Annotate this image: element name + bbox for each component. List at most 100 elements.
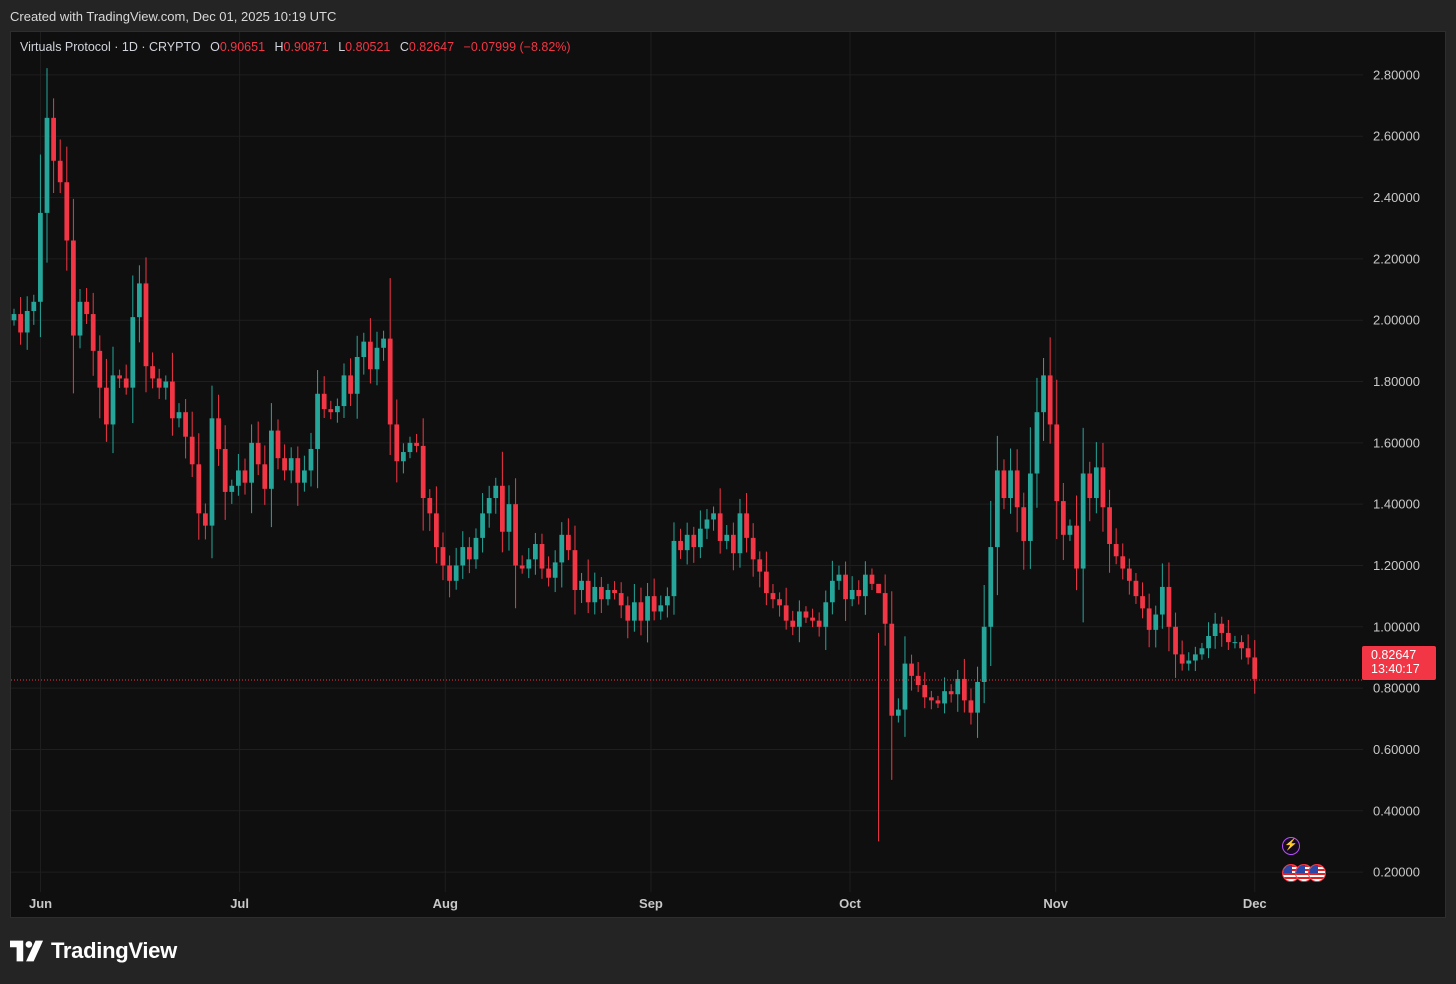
candle-body bbox=[968, 700, 974, 713]
candle-body bbox=[1008, 470, 1013, 499]
candle-body bbox=[255, 442, 261, 465]
symbol-legend: Virtuals Protocol · 1D · CRYPTO O0.90651… bbox=[20, 40, 571, 54]
candle-body bbox=[631, 602, 637, 621]
y-tick-label: 1.00000 bbox=[1373, 619, 1420, 634]
candle-body bbox=[579, 580, 584, 591]
candle-body bbox=[473, 537, 479, 560]
candle-body bbox=[678, 540, 683, 551]
x-tick-label: Sep bbox=[639, 896, 663, 911]
candle-body bbox=[1159, 586, 1165, 615]
candle-body bbox=[889, 623, 895, 716]
tradingview-brand[interactable]: TradingView bbox=[51, 938, 177, 963]
candle-body bbox=[975, 681, 980, 713]
candle-body bbox=[381, 338, 386, 348]
candle-body bbox=[493, 485, 499, 499]
candle-body bbox=[1113, 544, 1119, 557]
y-tick-label: 2.40000 bbox=[1373, 190, 1420, 205]
open-value: 0.90651 bbox=[219, 40, 266, 54]
candle-body bbox=[480, 513, 485, 538]
candle-body bbox=[440, 547, 446, 566]
candle-body bbox=[1093, 467, 1099, 499]
us-flag-event-icon[interactable] bbox=[1308, 864, 1326, 882]
candle-body bbox=[1232, 642, 1238, 644]
candle-body bbox=[988, 547, 994, 627]
tradingview-logo-icon[interactable] bbox=[10, 940, 44, 962]
footer: TradingView bbox=[10, 936, 177, 966]
candle-body bbox=[948, 691, 954, 695]
candle-body bbox=[909, 663, 914, 676]
candle-body bbox=[110, 375, 116, 425]
candle-body bbox=[117, 375, 122, 379]
candle-body bbox=[321, 393, 327, 410]
candle-body bbox=[1153, 614, 1159, 630]
candle-body bbox=[869, 574, 875, 584]
candle-body bbox=[572, 550, 578, 591]
y-tick-label: 1.60000 bbox=[1373, 435, 1420, 450]
candle-body bbox=[302, 470, 307, 483]
candle-body bbox=[671, 540, 677, 597]
y-tick-label: 0.60000 bbox=[1373, 742, 1420, 757]
y-tick-label: 2.00000 bbox=[1373, 313, 1420, 328]
candle-body bbox=[935, 700, 941, 704]
candle-body bbox=[335, 406, 340, 413]
chart-pane[interactable]: 0.20000 0.40000 0.60000 0.80000 1.00000 1.200… bbox=[10, 31, 1446, 918]
low-label: L bbox=[338, 40, 346, 54]
candle-body bbox=[724, 534, 730, 541]
x-tick-label: Jun bbox=[29, 896, 52, 911]
candle-body bbox=[796, 611, 802, 627]
x-tick-label: Aug bbox=[433, 896, 458, 911]
y-tick-label: 0.80000 bbox=[1373, 681, 1420, 696]
candle-body bbox=[242, 470, 248, 483]
candle-body bbox=[625, 605, 631, 621]
candle-body bbox=[598, 586, 604, 600]
candle-body bbox=[1140, 596, 1145, 609]
candle-body bbox=[368, 341, 373, 370]
candle-body bbox=[143, 283, 149, 367]
candle-body bbox=[51, 117, 56, 161]
candle-body bbox=[928, 697, 934, 701]
candle-body bbox=[84, 301, 89, 315]
candle-body bbox=[546, 568, 551, 578]
candle-body bbox=[249, 442, 254, 483]
y-tick-label: 2.20000 bbox=[1373, 251, 1420, 266]
candle-body bbox=[374, 347, 380, 370]
candle-body bbox=[1100, 467, 1106, 508]
candle-body bbox=[203, 513, 208, 526]
candle-body bbox=[348, 375, 353, 394]
candle-body bbox=[638, 602, 644, 621]
candlestick-chart[interactable]: 0.20000 0.40000 0.60000 0.80000 1.00000 1.200… bbox=[11, 32, 1446, 918]
candle-body bbox=[1212, 623, 1218, 636]
candle-body bbox=[269, 430, 274, 489]
lightning-event-icon[interactable]: ⚡ bbox=[1282, 837, 1300, 855]
candle-body bbox=[559, 534, 565, 563]
candle-body bbox=[750, 537, 756, 560]
candle-body bbox=[361, 341, 367, 357]
candle-body bbox=[18, 314, 23, 333]
candle-body bbox=[1067, 525, 1073, 535]
candle-body bbox=[447, 565, 452, 581]
candle-body bbox=[533, 544, 538, 560]
candle-body bbox=[453, 565, 459, 581]
candle-body bbox=[994, 470, 1000, 548]
candle-body bbox=[1166, 586, 1172, 627]
candle-body bbox=[777, 599, 782, 606]
y-tick-label: 2.60000 bbox=[1373, 129, 1420, 144]
candle-body bbox=[684, 534, 690, 551]
candle-body bbox=[849, 590, 855, 600]
last-price-value: 0.82647 bbox=[1371, 648, 1417, 662]
candle-body bbox=[1041, 375, 1046, 413]
candle-body bbox=[645, 596, 650, 621]
candle-body bbox=[955, 678, 961, 695]
candle-body bbox=[71, 240, 76, 336]
candle-body bbox=[77, 301, 83, 336]
close-value: 0.82647 bbox=[408, 40, 455, 54]
candle-body bbox=[209, 418, 215, 526]
candle-body bbox=[123, 378, 129, 388]
x-tick-label: Nov bbox=[1043, 896, 1068, 911]
x-tick-label: Dec bbox=[1243, 896, 1267, 911]
candle-body bbox=[1252, 657, 1258, 679]
candle-body bbox=[1027, 473, 1033, 541]
candle-body bbox=[183, 412, 188, 437]
symbol-title[interactable]: Virtuals Protocol · 1D · CRYPTO bbox=[20, 40, 201, 54]
candle-body bbox=[803, 611, 809, 618]
